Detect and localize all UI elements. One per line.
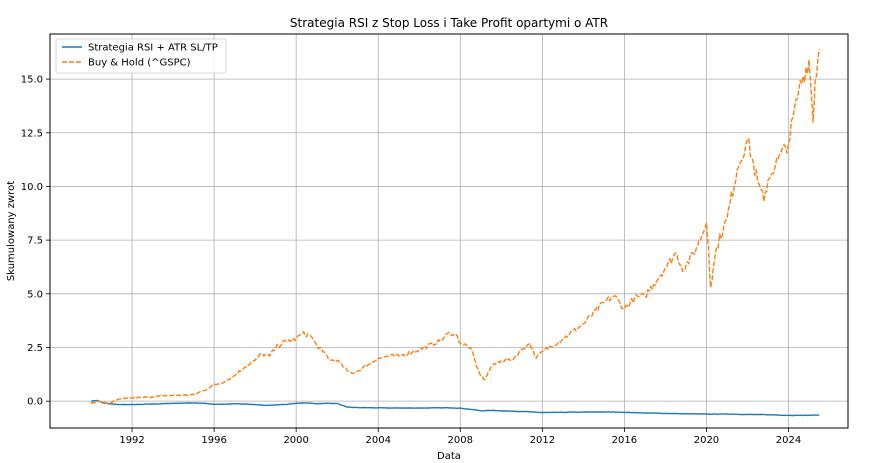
x-tick-label: 1992 <box>119 435 144 446</box>
y-axis: 0.0 2.5 5.0 7.5 10.0 12.5 15.0 <box>21 75 50 408</box>
chart-title: Strategia RSI z Stop Loss i Take Profit … <box>290 16 608 30</box>
x-axis-title: Data <box>437 451 461 462</box>
y-tick-label: 0.0 <box>27 397 43 408</box>
y-tick-label: 5.0 <box>27 289 43 300</box>
x-tick-label: 2008 <box>448 435 473 446</box>
series-line-0 <box>90 399 820 417</box>
legend-box <box>55 38 227 74</box>
x-tick-label: 2004 <box>365 435 390 446</box>
legend: Strategia RSI + ATR SL/TP Buy & Hold (^GS… <box>55 38 227 74</box>
y-tick-label: 2.5 <box>27 343 43 354</box>
plot-frame <box>49 33 849 429</box>
x-tick-label: 2000 <box>283 435 308 446</box>
legend-label-0: Strategia RSI + ATR SL/TP <box>88 43 218 54</box>
y-axis-title: Skumulowany zwrot <box>6 181 17 281</box>
x-tick-label: 2016 <box>612 435 637 446</box>
x-tick-label: 2012 <box>530 435 555 446</box>
x-tick-label: 2020 <box>694 435 719 446</box>
series-layer <box>90 48 820 417</box>
x-tick-label: 2024 <box>776 435 801 446</box>
y-tick-label: 12.5 <box>21 128 43 139</box>
legend-label-1: Buy & Hold (^GSPC) <box>88 58 191 69</box>
y-tick-label: 7.5 <box>27 236 43 247</box>
y-tick-label: 10.0 <box>21 182 43 193</box>
grid <box>50 34 848 428</box>
series-line-1 <box>90 48 820 406</box>
x-tick-label: 1996 <box>201 435 226 446</box>
x-axis: 1992 1996 2000 2004 2008 2012 2016 2020 2024 <box>119 428 801 446</box>
y-tick-label: 15.0 <box>21 75 43 86</box>
